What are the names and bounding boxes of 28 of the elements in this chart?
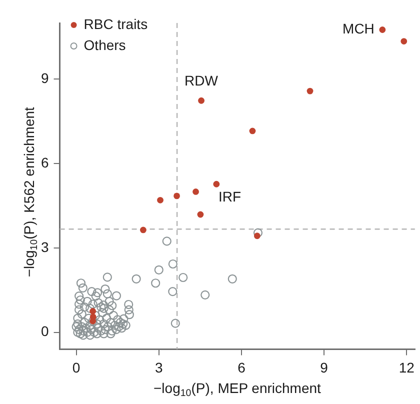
point: [197, 211, 204, 218]
y-axis-title: −log10(P), K562 enrichment: [20, 106, 40, 278]
legend-label: RBC traits: [84, 16, 148, 32]
y-tick-label: 3: [40, 238, 49, 255]
point: [198, 97, 204, 104]
point: [400, 38, 408, 44]
annotation: MCH: [342, 20, 374, 37]
point: [306, 88, 314, 94]
x-tick-label: 3: [154, 359, 163, 376]
y-tick-label: 0: [40, 323, 49, 340]
point: [157, 196, 164, 204]
point: [90, 308, 96, 314]
point: [192, 188, 199, 195]
point: [213, 180, 220, 188]
x-tick-label: 0: [72, 359, 80, 376]
annotation: IRF: [218, 188, 242, 204]
y-tick-label: 9: [40, 70, 49, 86]
x-tick-label: 12: [398, 359, 415, 376]
annotation: RDW: [184, 72, 219, 88]
point: [379, 26, 386, 33]
point: [254, 232, 260, 240]
x-tick-label: 9: [320, 359, 328, 376]
x-tick-label: 6: [238, 359, 246, 376]
point: [174, 192, 180, 200]
point: [249, 128, 256, 134]
y-tick-label: 6: [40, 154, 49, 170]
point: [140, 226, 146, 234]
legend-label: Others: [84, 36, 126, 53]
